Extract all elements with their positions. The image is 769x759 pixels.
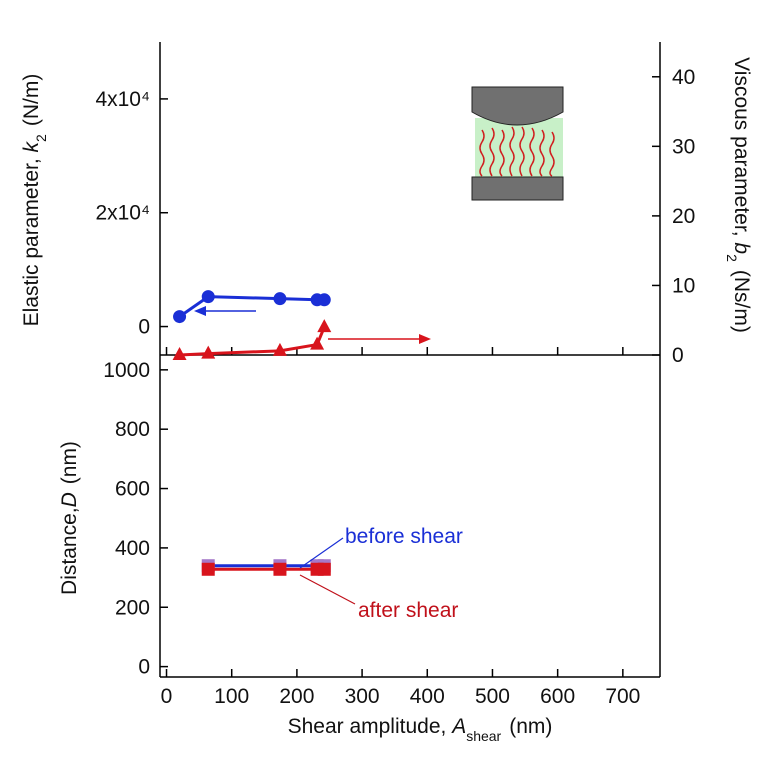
series-line (179, 326, 326, 357)
axis-label-subscript: 2 (724, 254, 740, 262)
marker (317, 293, 331, 307)
y2-tick-label: 0 (672, 344, 684, 367)
axis-label-text: Distance, (58, 507, 81, 595)
x-tick-label: 500 (475, 685, 510, 708)
marker (201, 290, 215, 304)
annotation: after shear (358, 599, 458, 622)
marker (173, 310, 187, 324)
y2-tick-label: 40 (672, 66, 695, 89)
annotation-leader (299, 537, 344, 569)
y2-tick-label: 30 (672, 135, 695, 158)
marker (310, 336, 325, 350)
y2-tick-label: 20 (672, 205, 695, 228)
y-tick-label: 2x10⁴ (95, 202, 150, 225)
axis-label: Elastic parameter, k2 (N/m) (20, 74, 49, 327)
axis-label-symbol: D (58, 492, 81, 507)
axis-label-text: Elastic parameter, (20, 152, 43, 326)
marker (273, 292, 287, 306)
y-tick-label: 400 (115, 537, 150, 560)
y-tick-label: 600 (115, 478, 150, 501)
marker (201, 345, 216, 359)
axis-label: Shear amplitude, Ashear (nm) (288, 715, 553, 744)
axis-label: Viscous parameter, b2 (Ns/m) (724, 57, 753, 333)
marker (201, 562, 215, 576)
axis-label-unit: (N/m) (20, 74, 43, 126)
axis-label-unit: (Ns/m) (730, 270, 753, 333)
axis-label: Distance,D (nm) (58, 441, 81, 595)
marker (317, 562, 331, 576)
x-tick-label: 0 (161, 685, 173, 708)
y-tick-label: 0 (138, 316, 150, 339)
marker (273, 562, 287, 576)
marker (272, 342, 287, 356)
y2-tick-label: 10 (672, 274, 695, 297)
axis-label-subscript: shear (466, 728, 501, 744)
y-tick-label: 800 (115, 418, 150, 441)
axis-label-subscript: 2 (33, 134, 49, 142)
x-tick-label: 200 (279, 685, 314, 708)
marker (172, 347, 187, 360)
inset-diagram (471, 86, 564, 201)
axis-label-unit: (nm) (58, 441, 81, 484)
x-tick-label: 300 (345, 685, 380, 708)
axis-label-text: Viscous parameter, (730, 57, 753, 242)
axis-label-unit: (nm) (509, 715, 552, 738)
y-tick-label: 200 (115, 596, 150, 619)
y-tick-label: 1000 (103, 359, 150, 382)
axis-label-symbol: k (20, 140, 43, 152)
blue-arrow (194, 306, 256, 316)
axis-label-symbol: A (450, 715, 466, 738)
annotation: before shear (345, 525, 463, 548)
inset-chains (479, 126, 555, 177)
y-tick-label: 0 (138, 656, 150, 679)
inset-substrate (471, 176, 564, 201)
x-tick-label: 600 (540, 685, 575, 708)
x-tick-label: 400 (410, 685, 445, 708)
red-arrow (328, 334, 431, 344)
axis-label-symbol: b (730, 242, 753, 254)
axis-label-text: Shear amplitude, (288, 715, 453, 738)
x-tick-label: 100 (214, 685, 249, 708)
y-tick-label: 4x10⁴ (95, 88, 150, 111)
x-tick-label: 700 (605, 685, 640, 708)
marker (317, 319, 332, 333)
inset-tip (471, 86, 564, 126)
annotation-leader (299, 574, 356, 605)
